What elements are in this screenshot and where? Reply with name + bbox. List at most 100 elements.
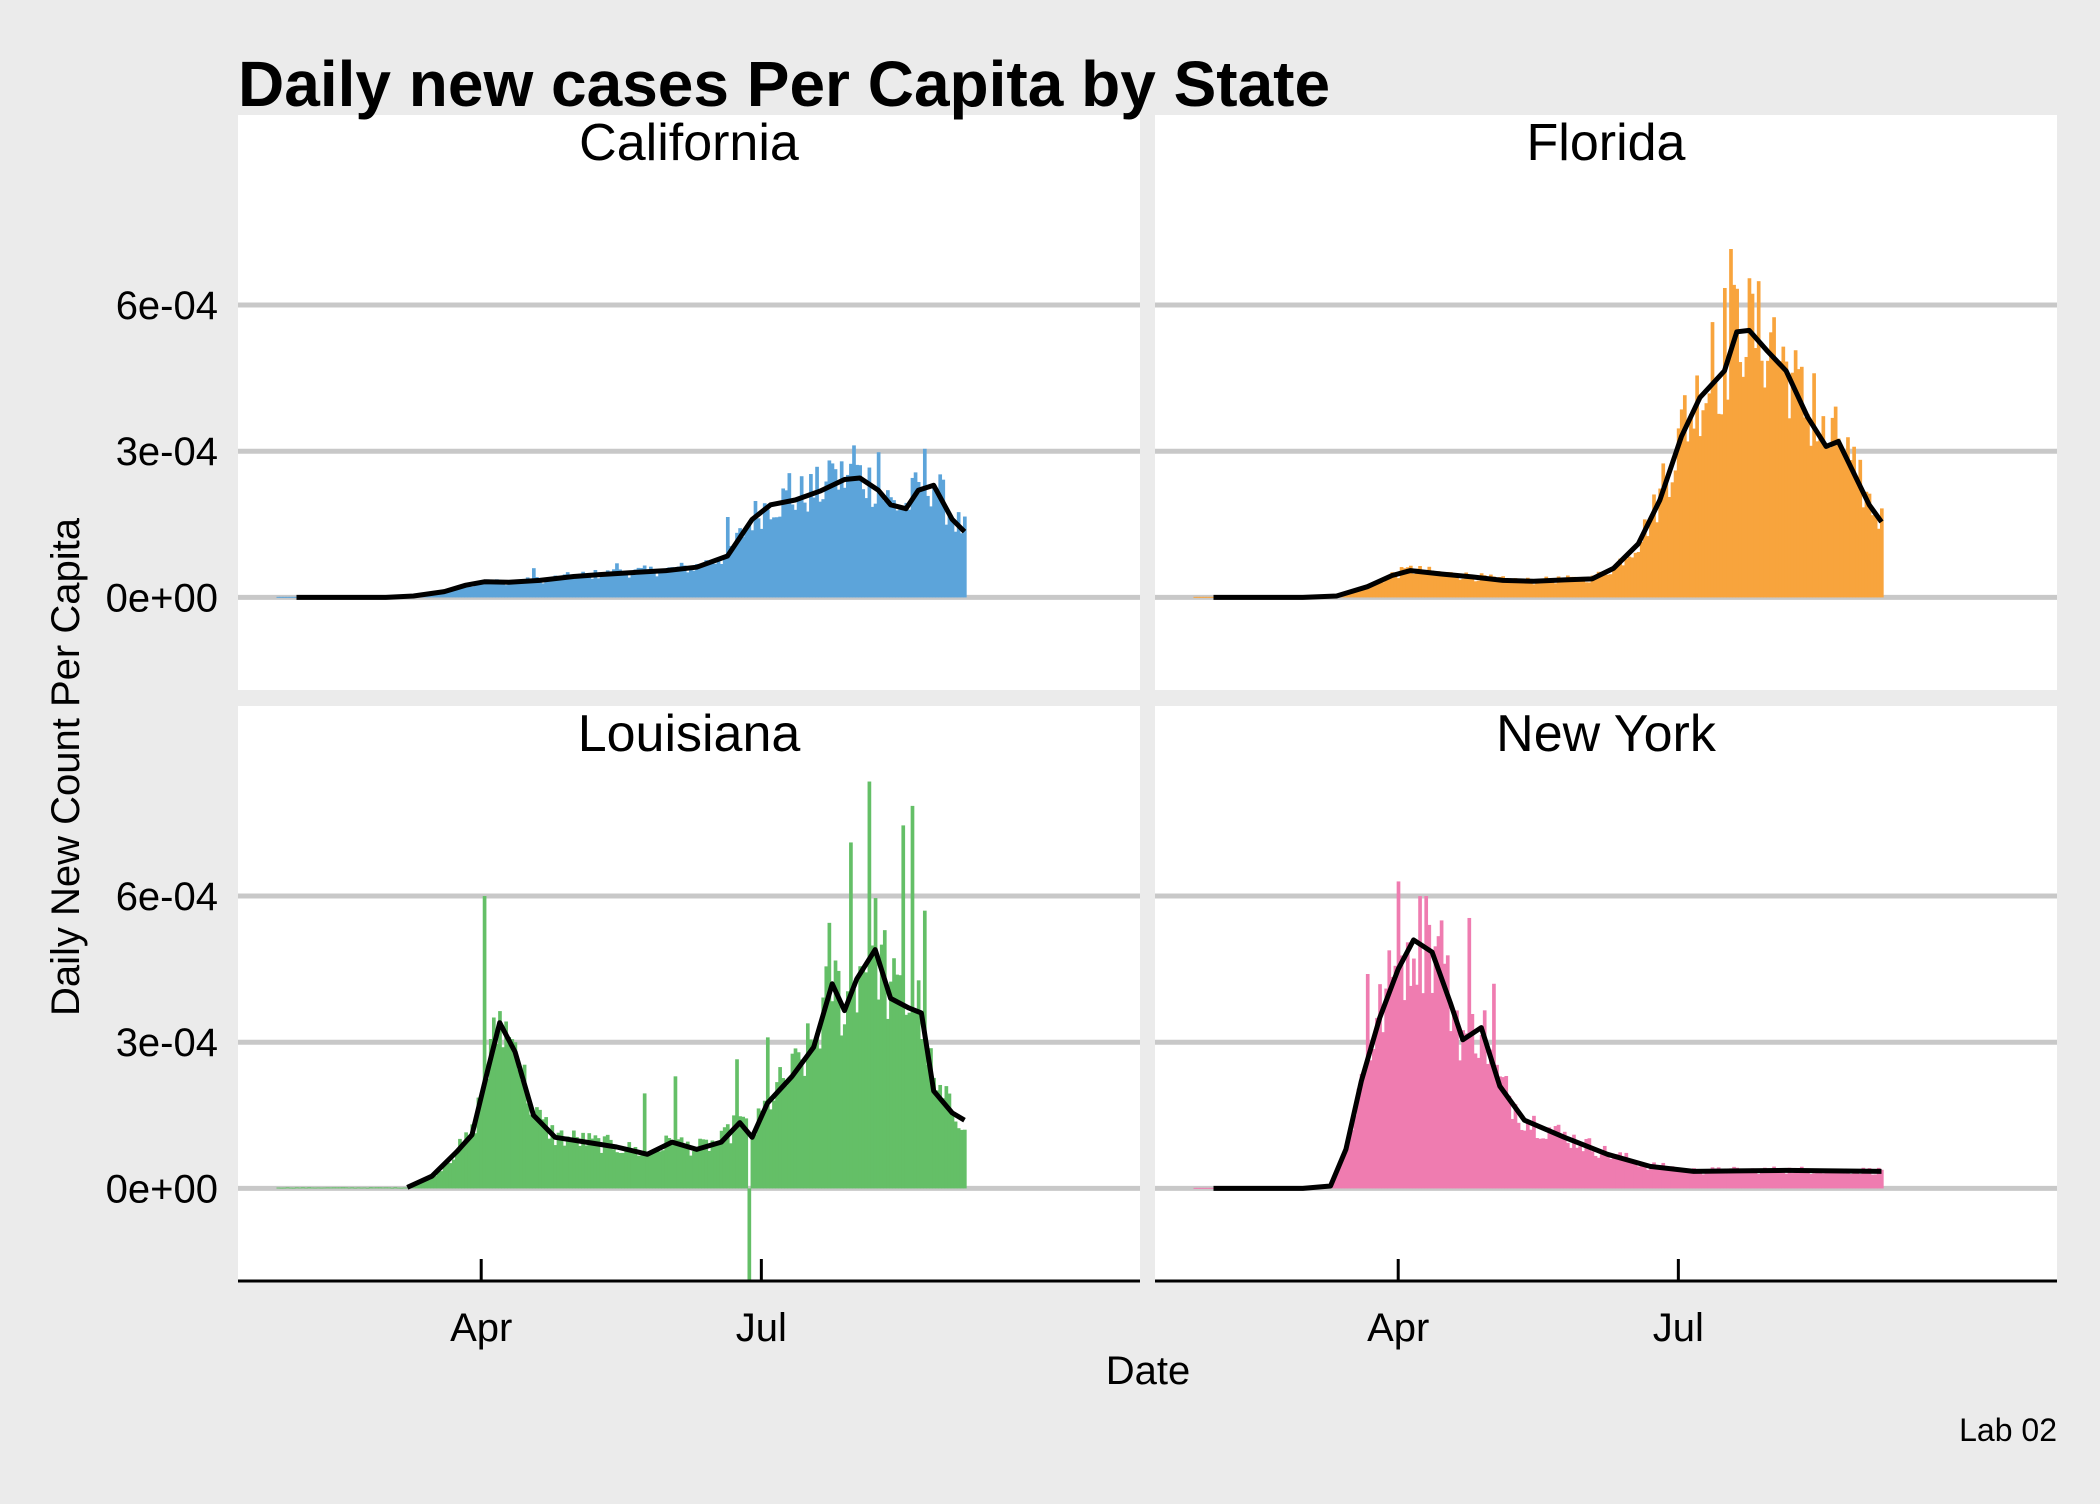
bar [1372, 1049, 1376, 1189]
bar [513, 1042, 518, 1189]
bar [1532, 584, 1536, 598]
bar [1396, 578, 1401, 598]
bar [448, 1163, 453, 1189]
x-axis-title: Date [1106, 1349, 1191, 1393]
bar [698, 566, 702, 598]
bar [830, 463, 835, 598]
bar [602, 1136, 607, 1189]
y-tick-label: 0e+00 [106, 576, 218, 620]
bar [510, 1039, 515, 1189]
bar [879, 493, 884, 598]
y-axis-title: Daily New Count Per Capita [44, 517, 88, 1016]
bar [621, 573, 625, 598]
bar [442, 591, 447, 598]
bar [1642, 1164, 1647, 1189]
bar [1744, 356, 1749, 598]
bar [1341, 1155, 1345, 1189]
bar [1870, 515, 1875, 598]
bar [1535, 1138, 1539, 1189]
bar [1461, 578, 1465, 598]
bar [729, 546, 733, 598]
bar [1356, 588, 1361, 598]
bar [1606, 1153, 1610, 1189]
bar [276, 596, 281, 598]
bar [584, 574, 589, 598]
bar [1375, 581, 1379, 598]
bar [769, 519, 773, 598]
bar [1381, 1032, 1385, 1189]
bar [1704, 403, 1709, 598]
bar [590, 578, 595, 598]
bar [618, 569, 622, 598]
bar [624, 1150, 629, 1189]
bar [716, 1142, 721, 1189]
bar [485, 579, 490, 598]
bar [673, 569, 678, 598]
bar [1445, 955, 1450, 1189]
bar [950, 521, 955, 598]
bars-louisiana [276, 781, 967, 1281]
bar [719, 563, 724, 598]
bar [944, 524, 949, 598]
bar [1587, 582, 1592, 598]
bar [1590, 575, 1595, 598]
bar [1368, 585, 1373, 598]
bar [485, 1078, 490, 1189]
bar [796, 1052, 801, 1189]
bar [682, 1144, 687, 1189]
bar [652, 1151, 656, 1189]
bar [1578, 581, 1582, 598]
bar [1436, 936, 1441, 1189]
bar [1529, 1129, 1533, 1189]
bar [926, 1064, 930, 1189]
bar [1636, 1166, 1641, 1189]
bar [1815, 1172, 1820, 1189]
bar [1452, 576, 1456, 598]
facet-label: New York [1496, 705, 1717, 763]
bar [491, 581, 496, 598]
bar [1516, 581, 1521, 598]
bar [1550, 1132, 1555, 1189]
bar [572, 1130, 576, 1189]
bar [535, 577, 539, 598]
bar [855, 464, 859, 598]
bar [464, 1132, 468, 1189]
bar [873, 503, 878, 598]
bar [1418, 896, 1422, 1189]
bar [1418, 566, 1422, 598]
bar [1673, 470, 1678, 598]
bar [596, 578, 601, 598]
bar [753, 500, 758, 598]
bar [541, 583, 545, 598]
bar [476, 584, 481, 598]
bar [1424, 896, 1429, 1189]
bar [1199, 1187, 1204, 1189]
bars-new-york [1193, 881, 1884, 1190]
bar [898, 507, 903, 598]
bar [929, 1048, 933, 1189]
bar [584, 1145, 589, 1189]
bar [568, 1140, 573, 1189]
bar [1353, 590, 1358, 598]
bar [805, 1023, 810, 1189]
bar [1541, 583, 1546, 598]
bar [716, 561, 721, 598]
bar [455, 588, 459, 598]
bar [1649, 1164, 1653, 1189]
bar [833, 469, 838, 598]
bar [301, 1187, 305, 1189]
bar [938, 1084, 943, 1189]
bar [661, 1150, 665, 1189]
rolling-mean-line [296, 475, 967, 600]
bar [334, 1187, 339, 1189]
y-tick-label: 6e-04 [116, 284, 218, 328]
bar [919, 491, 924, 598]
bar [658, 573, 662, 598]
bar [1790, 1173, 1795, 1189]
bar [941, 1098, 946, 1189]
bar [867, 781, 872, 1189]
bar [642, 1093, 647, 1189]
bar [1818, 1172, 1823, 1189]
bar [322, 1187, 327, 1189]
bar [901, 508, 906, 598]
